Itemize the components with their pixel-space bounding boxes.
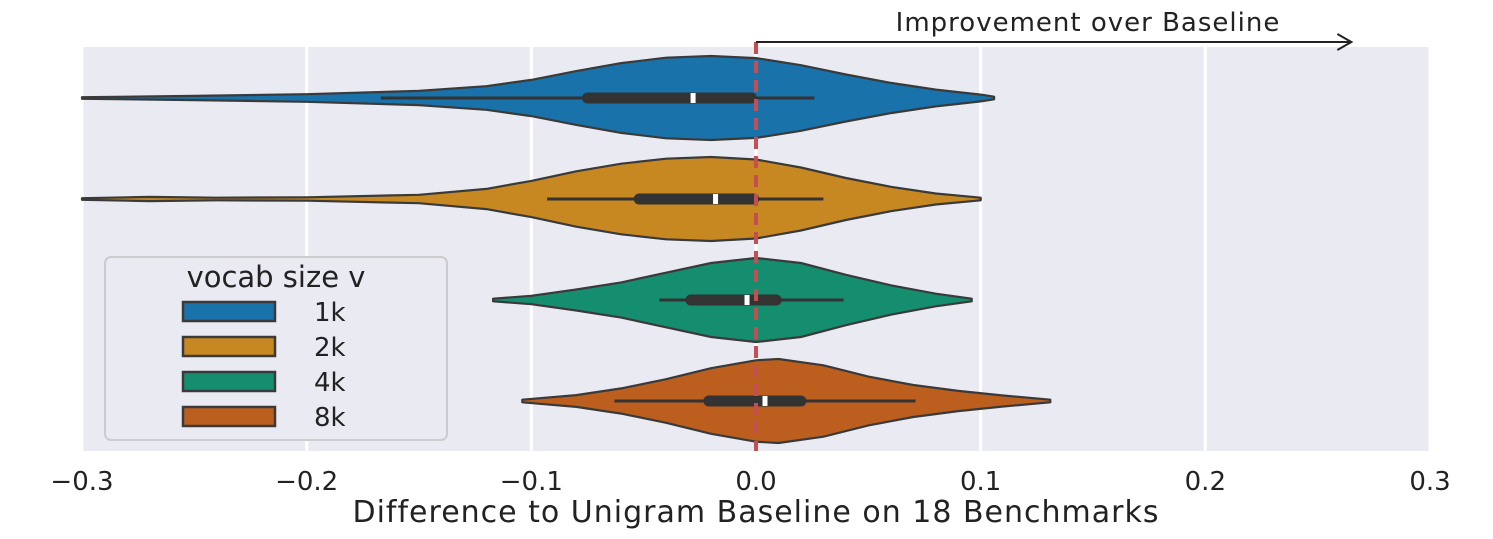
median-8k [762, 396, 768, 406]
x-tick-label: 0.3 [1409, 467, 1450, 497]
x-tick-label: −0.3 [50, 467, 113, 497]
x-tick-labels: −0.3 −0.2 −0.1 0.0 0.1 0.2 0.3 [50, 467, 1450, 497]
x-tick-label: 0.2 [1185, 467, 1226, 497]
legend-title: vocab size v [187, 260, 366, 294]
legend-swatch-4k [181, 370, 277, 393]
annotation-arrowhead [1336, 33, 1354, 51]
annotation-text: Improvement over Baseline [896, 8, 1281, 38]
x-tick-label: 0.0 [735, 467, 776, 497]
median-2k [713, 194, 719, 204]
median-1k [690, 93, 696, 103]
improvement-annotation: Improvement over Baseline [756, 8, 1354, 51]
median-4k [744, 295, 750, 305]
legend-label-4k: 4k [314, 368, 346, 398]
x-tick-label: −0.1 [500, 467, 563, 497]
x-tick-label: 0.1 [960, 467, 1001, 497]
legend-label-8k: 8k [314, 403, 346, 433]
legend-label-2k: 2k [314, 333, 346, 363]
legend: vocab size v 1k 2k 4k 8k [104, 256, 448, 441]
legend-swatch-2k [181, 335, 277, 358]
legend-swatch-1k [181, 300, 277, 323]
legend-swatch-8k [181, 405, 277, 428]
x-tick-label: −0.2 [275, 467, 338, 497]
legend-label-1k: 1k [314, 298, 346, 328]
x-axis-label: Difference to Unigram Baseline on 18 Ben… [353, 495, 1160, 530]
